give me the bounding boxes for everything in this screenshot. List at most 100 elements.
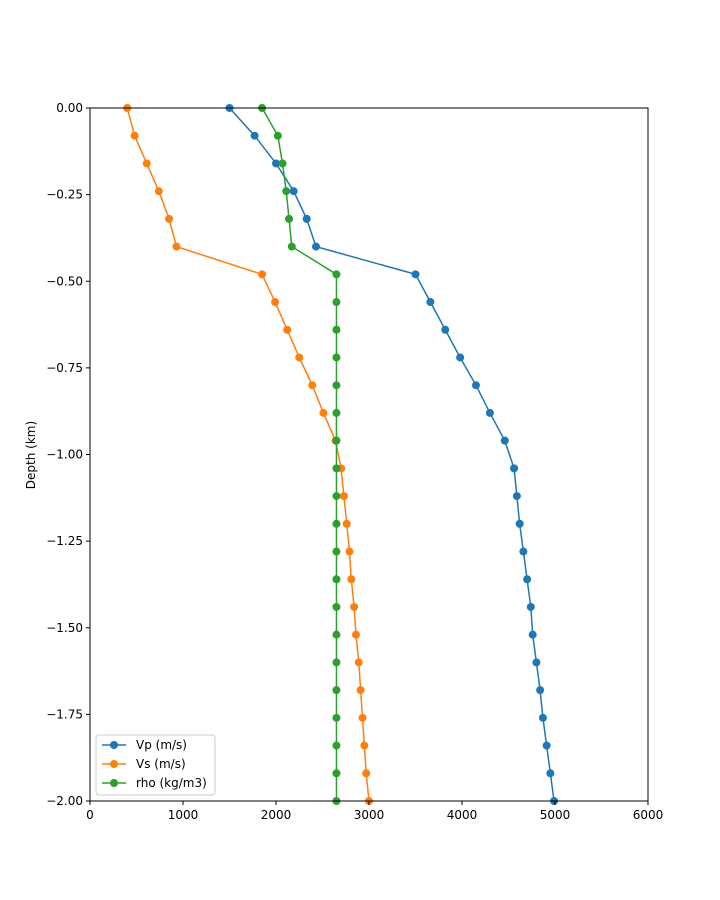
data-point-vs (319, 408, 328, 417)
series-line-vs (126, 107, 370, 802)
data-point-rho (332, 492, 341, 501)
legend-box (95, 734, 216, 796)
y-tick-label: −0.25 (46, 188, 83, 202)
legend-label-vp: Vp (m/s) (136, 738, 187, 752)
data-point-rho (282, 187, 291, 196)
x-tick-label: 3000 (354, 808, 385, 822)
x-tick-label: 4000 (447, 808, 478, 822)
series-vp (225, 104, 559, 805)
y-tick-label: −1.75 (46, 707, 83, 721)
y-axis: 0.00 −0.25 −0.50 −0.75 −1.00 −1.25 −1.50 −1.75 −… (46, 101, 90, 808)
legend-label-vs: Vs (m/s) (136, 757, 186, 771)
data-point-vs (271, 298, 280, 307)
series-line-vp (228, 107, 555, 802)
data-point-vs (295, 353, 304, 362)
data-point-vs (308, 381, 317, 390)
data-point-vp (523, 575, 532, 584)
data-point-vs (165, 214, 174, 223)
data-point-vp (471, 381, 480, 390)
x-tick-label: 1000 (168, 808, 199, 822)
data-point-vs (258, 270, 267, 279)
data-point-vs (347, 575, 356, 584)
x-tick-label: 0 (86, 808, 94, 822)
data-point-vp (289, 187, 298, 196)
x-axis: 0 1000 2000 3000 4000 5000 6000 (86, 801, 663, 822)
data-point-vp (512, 492, 521, 501)
data-point-rho (285, 214, 294, 223)
data-point-rho (332, 270, 341, 279)
series-layer (123, 104, 559, 805)
data-point-vp (546, 769, 555, 778)
data-point-rho (332, 436, 341, 445)
data-point-rho (332, 658, 341, 667)
data-point-rho (332, 575, 341, 584)
data-point-vs (172, 242, 181, 251)
legend-marker-vs (110, 760, 118, 768)
data-point-vp (272, 159, 280, 168)
data-point-vp (485, 408, 494, 417)
y-tick-label: −0.75 (46, 361, 83, 375)
x-tick-label: 2000 (261, 808, 292, 822)
legend-marker-rho (110, 779, 118, 787)
data-point-vp (426, 298, 435, 307)
x-tick-label: 5000 (540, 808, 571, 822)
y-tick-label: −1.25 (46, 534, 83, 548)
data-point-rho (332, 686, 341, 695)
data-point-vp (510, 464, 519, 473)
data-point-vs (345, 547, 354, 556)
data-point-vp (500, 436, 509, 445)
series-line-rho (261, 107, 338, 801)
data-point-vp (250, 131, 259, 140)
data-point-vp (538, 713, 547, 722)
data-point-vp (515, 519, 524, 528)
data-point-vp (302, 214, 311, 223)
series-vs (123, 104, 373, 805)
y-axis-title: Depth (km) (24, 421, 38, 489)
data-point-rho (332, 408, 341, 417)
data-point-rho (332, 464, 341, 473)
data-point-vp (411, 270, 420, 279)
data-point-rho (332, 602, 341, 611)
plot-frame (89, 107, 649, 802)
data-point-vs (354, 658, 363, 667)
data-point-rho (332, 741, 341, 750)
y-tick-label: −2.00 (46, 794, 83, 808)
data-point-rho (332, 298, 341, 307)
data-point-vs (360, 741, 369, 750)
data-point-vs (351, 630, 360, 639)
data-point-rho (332, 325, 341, 334)
data-point-rho (332, 713, 341, 722)
data-point-vp (542, 741, 551, 750)
data-point-vs (130, 131, 139, 140)
data-point-rho (332, 381, 341, 390)
legend-marker-vp (110, 741, 118, 749)
data-point-vp (441, 325, 450, 334)
data-point-rho (278, 159, 287, 168)
data-point-vp (311, 242, 320, 251)
data-point-vp (532, 658, 541, 667)
data-point-vs (342, 519, 351, 528)
data-point-vs (283, 325, 292, 334)
data-point-vs (350, 602, 359, 611)
x-tick-label: 6000 (633, 808, 664, 822)
data-point-vp (528, 630, 537, 639)
data-point-rho (332, 519, 341, 528)
data-point-vp (526, 602, 535, 611)
y-tick-label: −1.00 (46, 448, 83, 462)
data-point-vs (154, 187, 163, 196)
data-point-vs (362, 769, 371, 778)
data-point-vs (358, 713, 367, 722)
series-rho (258, 104, 341, 805)
data-point-rho (273, 131, 282, 140)
legend: Vp (m/s) Vs (m/s) rho (kg/m3) (95, 734, 216, 796)
y-tick-label: −1.50 (46, 621, 83, 635)
data-point-vp (519, 547, 528, 556)
y-tick-label: −0.50 (46, 274, 83, 288)
data-point-vp (456, 353, 465, 362)
data-point-rho (332, 547, 341, 556)
data-point-rho (332, 769, 341, 778)
data-point-rho (332, 630, 341, 639)
data-point-vs (142, 159, 151, 168)
data-point-rho (332, 353, 341, 362)
data-point-rho (287, 242, 296, 251)
